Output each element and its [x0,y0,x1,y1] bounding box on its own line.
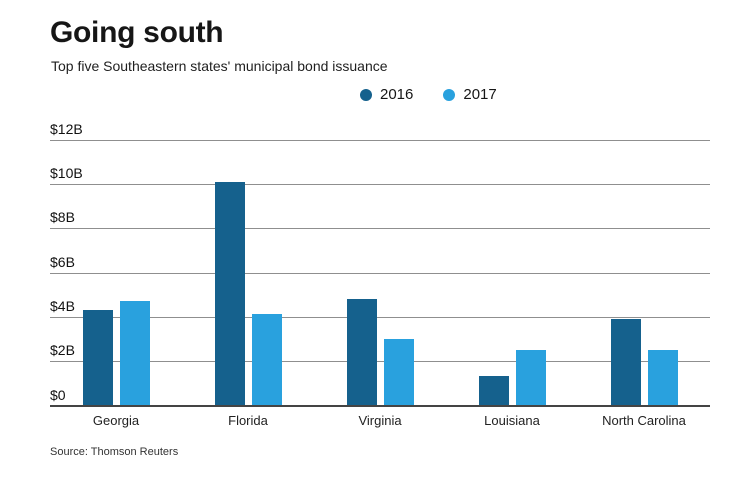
source-note: Source: Thomson Reuters [50,446,179,458]
gridline: $8B [50,209,710,230]
y-tick-label: $4B [50,297,75,314]
y-tick-label: $0 [50,387,66,403]
bar-2016-florida [214,181,245,405]
x-tick-label-florida: Florida [228,413,268,428]
x-tick-label-louisiana: Louisiana [484,413,540,428]
plot-area: $12B $10B $8B $6B $4B $2B $0 [50,121,710,407]
bar-2016-louisiana [478,376,509,405]
bar-group-florida [182,140,314,405]
gridline: $6B [50,254,710,274]
y-tick-label: $6B [50,253,75,270]
y-tick-label: $10B [50,165,83,182]
bar-2017-florida [251,314,282,405]
bar-groups [50,140,710,405]
bar-2016-north-carolina [610,318,641,405]
x-axis-labels: Georgia Florida Virginia Louisiana North Car… [50,413,710,428]
bar-group-virginia [314,140,446,405]
chart-title: Going south [50,16,224,49]
y-tick-label: $2B [50,341,75,358]
gridline: $4B [50,298,710,318]
y-tick-label: $12B [50,121,83,137]
bar-2016-virginia [346,299,377,405]
bar-group-north-carolina [578,140,710,405]
x-tick-label-virginia: Virginia [358,413,402,428]
x-tick-label-north-carolina: North Carolina [602,413,686,428]
gridline: $2B [50,342,710,362]
gridline: $12B [50,121,710,141]
legend-label: 2017 [463,86,497,103]
y-tick-label: $8B [50,209,75,226]
bar-2017-north-carolina [647,349,678,405]
bar-2017-virginia [383,338,414,405]
bar-2016-georgia [82,310,113,405]
bar-2017-georgia [119,301,150,405]
chart-legend: 2016 2017 [360,86,497,103]
gridline: $10B [50,165,710,186]
legend-item-2017: 2017 [443,86,497,103]
x-tick-label-georgia: Georgia [92,413,140,428]
chart-subtitle: Top five Southeastern states' municipal … [51,58,388,74]
legend-swatch-icon [360,88,372,101]
x-axis-baseline: $0 [50,387,710,407]
bar-2017-louisiana [515,349,546,405]
bar-group-louisiana [446,140,578,405]
legend-label: 2016 [380,86,414,103]
bar-group-georgia [50,140,182,405]
legend-item-2016: 2016 [360,86,413,103]
legend-swatch-icon [443,88,456,101]
